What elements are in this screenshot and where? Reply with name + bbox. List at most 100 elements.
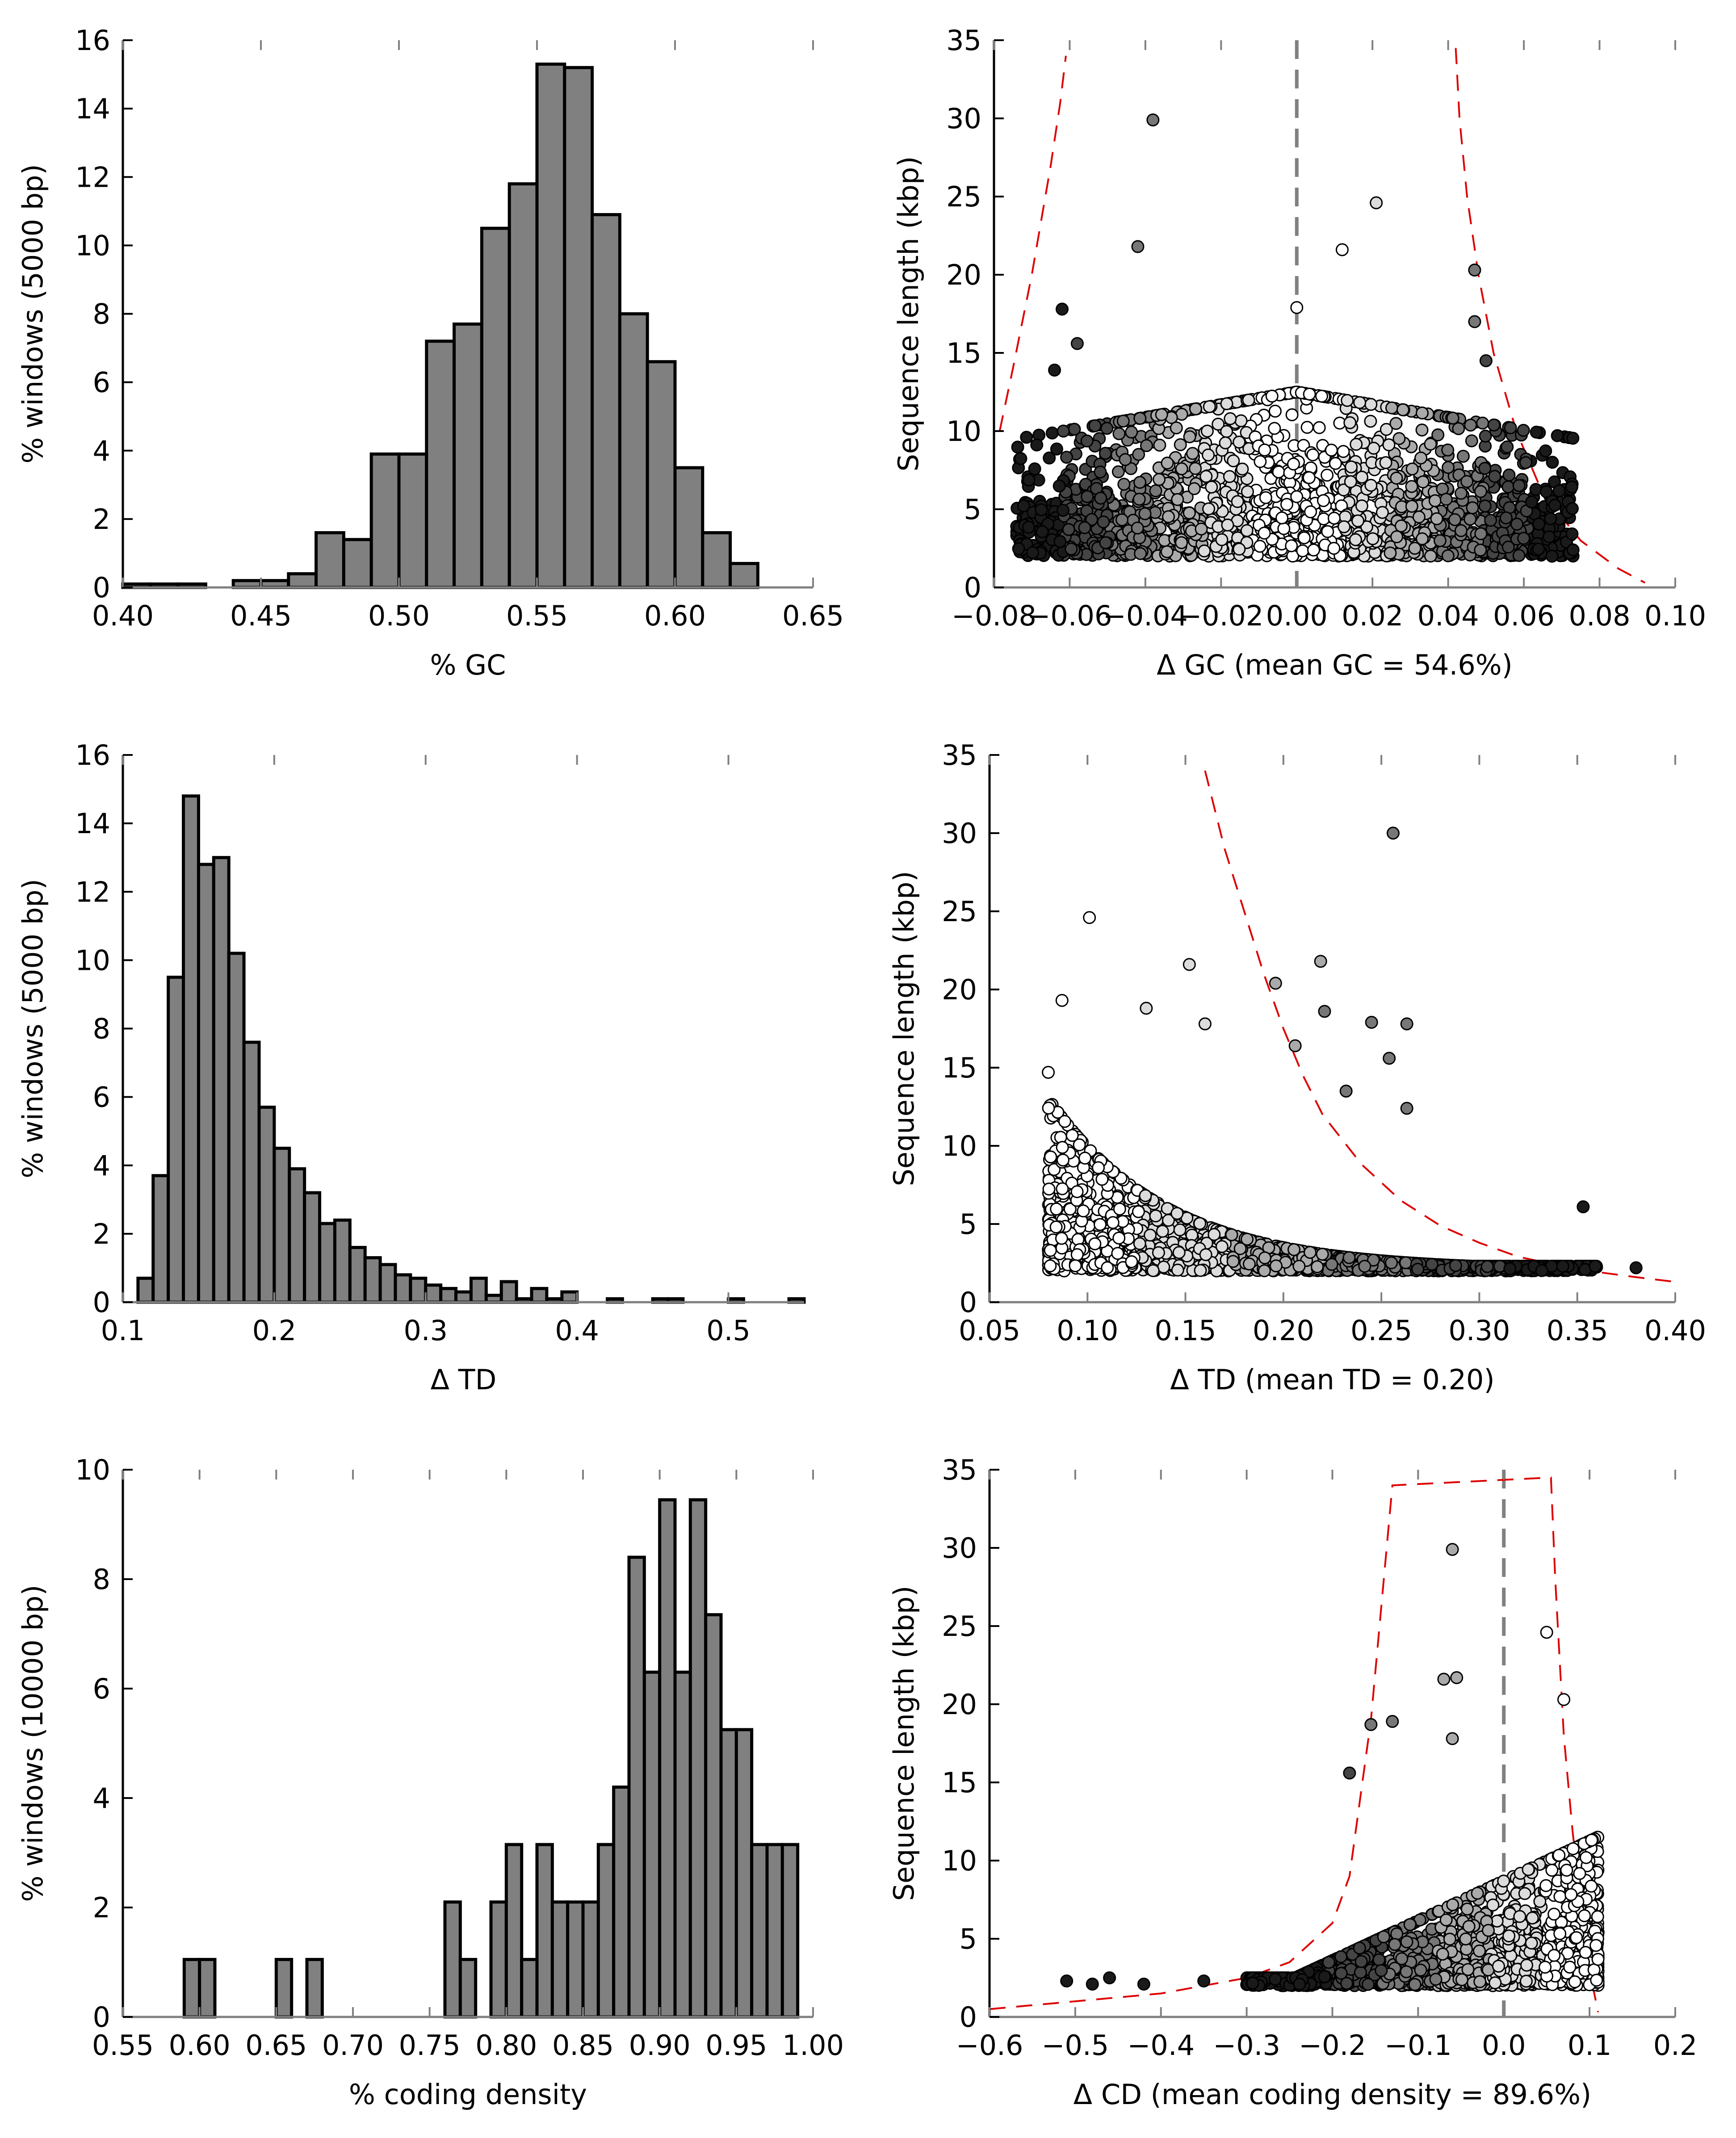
scatter-point bbox=[1502, 468, 1516, 482]
scatter-point bbox=[1385, 1256, 1398, 1270]
scatter-point bbox=[1171, 493, 1184, 506]
y-tick-label: 35 bbox=[942, 739, 977, 771]
histogram-bar bbox=[701, 531, 732, 589]
scatter-point bbox=[1198, 1017, 1212, 1031]
scatter-point bbox=[1020, 431, 1033, 444]
x-tick-label: 0.00 bbox=[1266, 599, 1328, 632]
histogram-bar bbox=[734, 1728, 754, 2019]
scatter-point bbox=[1144, 1228, 1157, 1242]
scatter-point bbox=[1221, 518, 1234, 532]
scatter-point bbox=[1215, 1240, 1229, 1253]
y-tick-label: 4 bbox=[93, 1149, 110, 1182]
histogram-bar bbox=[618, 312, 649, 589]
y-tick-label: 14 bbox=[75, 92, 110, 125]
scatter-point bbox=[1174, 438, 1187, 451]
histogram-bar bbox=[673, 466, 704, 589]
scatter-point bbox=[1424, 437, 1437, 451]
scatter-point bbox=[1430, 512, 1443, 525]
scatter-point bbox=[1056, 1153, 1069, 1167]
scatter-point bbox=[1390, 530, 1404, 544]
scatter-point bbox=[1212, 418, 1225, 431]
scatter-point bbox=[1478, 461, 1492, 475]
scatter-point bbox=[1341, 394, 1354, 407]
scatter-point bbox=[1152, 1246, 1165, 1259]
scatter-point bbox=[1338, 520, 1351, 533]
scatter-point bbox=[1552, 484, 1566, 498]
scatter-point bbox=[1448, 513, 1462, 526]
y-tick-label: 10 bbox=[942, 1130, 977, 1162]
x-tick-label: −0.04 bbox=[1103, 599, 1188, 632]
histogram-bar bbox=[151, 1174, 170, 1304]
y-tick-label: 5 bbox=[960, 1208, 977, 1241]
histogram-bar bbox=[627, 1555, 646, 2019]
scatter-point bbox=[1070, 1185, 1084, 1199]
scatter-point bbox=[1364, 398, 1378, 411]
scatter-point bbox=[1202, 448, 1215, 461]
y-tick-label: 20 bbox=[946, 259, 981, 291]
scatter-point bbox=[1056, 1182, 1069, 1195]
scatter-point bbox=[1269, 977, 1282, 990]
y-tick-label: 16 bbox=[75, 739, 110, 771]
histogram-bar bbox=[566, 1900, 585, 2019]
scatter-point bbox=[1400, 1017, 1413, 1031]
scatter-point bbox=[1327, 542, 1341, 555]
y-tick-label: 0 bbox=[960, 1286, 977, 1319]
x-tick-label: −0.06 bbox=[1027, 599, 1112, 632]
scatter-point bbox=[1220, 425, 1233, 438]
x-tick-label: 0.65 bbox=[245, 2029, 307, 2062]
scatter-point bbox=[1088, 1237, 1102, 1250]
scatter-point bbox=[1460, 475, 1474, 488]
scatter-points bbox=[1042, 826, 1643, 1278]
y-tick-label: 12 bbox=[75, 876, 110, 908]
scatter-point bbox=[1488, 470, 1501, 483]
scatter-point bbox=[1226, 1255, 1240, 1268]
histogram-bar bbox=[780, 1843, 800, 2019]
scatter-point bbox=[1092, 1161, 1105, 1174]
scatter-point bbox=[1399, 1256, 1413, 1270]
scatter-point bbox=[1132, 1205, 1145, 1218]
scatter-point bbox=[1189, 462, 1202, 475]
scatter-point bbox=[1156, 1224, 1169, 1238]
scatter-point bbox=[1466, 501, 1479, 515]
x-axis-label: Δ GC (mean GC = 54.6%) bbox=[1157, 649, 1513, 681]
scatter-point bbox=[1510, 517, 1524, 531]
scatter-point bbox=[1532, 542, 1545, 556]
scatter-point bbox=[1078, 1151, 1092, 1165]
scatter-point bbox=[1153, 473, 1166, 486]
histogram-bar bbox=[504, 1843, 524, 2019]
scatter-point bbox=[1304, 505, 1317, 519]
scatter-point bbox=[1517, 532, 1531, 545]
scatter-point bbox=[1233, 1242, 1247, 1255]
scatter-point bbox=[1396, 403, 1409, 416]
scatter-point bbox=[1170, 1207, 1184, 1220]
y-tick-label: 0 bbox=[964, 571, 981, 604]
scatter-point bbox=[1375, 506, 1389, 519]
scatter-point bbox=[1551, 429, 1564, 442]
x-tick-label: 0.65 bbox=[782, 599, 844, 632]
scatter-point bbox=[1042, 1066, 1055, 1079]
scatter-point bbox=[1268, 422, 1281, 435]
scatter-point bbox=[1049, 1220, 1063, 1234]
scatter-point bbox=[1302, 471, 1316, 484]
scatter-point bbox=[1198, 544, 1211, 558]
scatter-point bbox=[1057, 424, 1070, 438]
scatter-point bbox=[1543, 530, 1556, 544]
scatter-point bbox=[1208, 1228, 1221, 1241]
scatter-point bbox=[1236, 462, 1249, 476]
scatter-point bbox=[1101, 1261, 1114, 1274]
scatter-point bbox=[1504, 421, 1517, 435]
x-tick-label: 0.10 bbox=[1057, 1314, 1118, 1347]
y-tick-label: 8 bbox=[93, 1013, 110, 1045]
scatter-point bbox=[1045, 426, 1059, 440]
histogram-bar bbox=[530, 1287, 549, 1304]
x-tick-label: 0.25 bbox=[1350, 1314, 1412, 1347]
scatter-point bbox=[1044, 1259, 1057, 1273]
scatter-point bbox=[1414, 451, 1428, 465]
scatter-point bbox=[1205, 480, 1218, 494]
scatter-point bbox=[1083, 911, 1096, 924]
scatter-point bbox=[1258, 1264, 1271, 1278]
scatter-point bbox=[1160, 545, 1174, 558]
histogram-bar bbox=[535, 1843, 554, 2019]
